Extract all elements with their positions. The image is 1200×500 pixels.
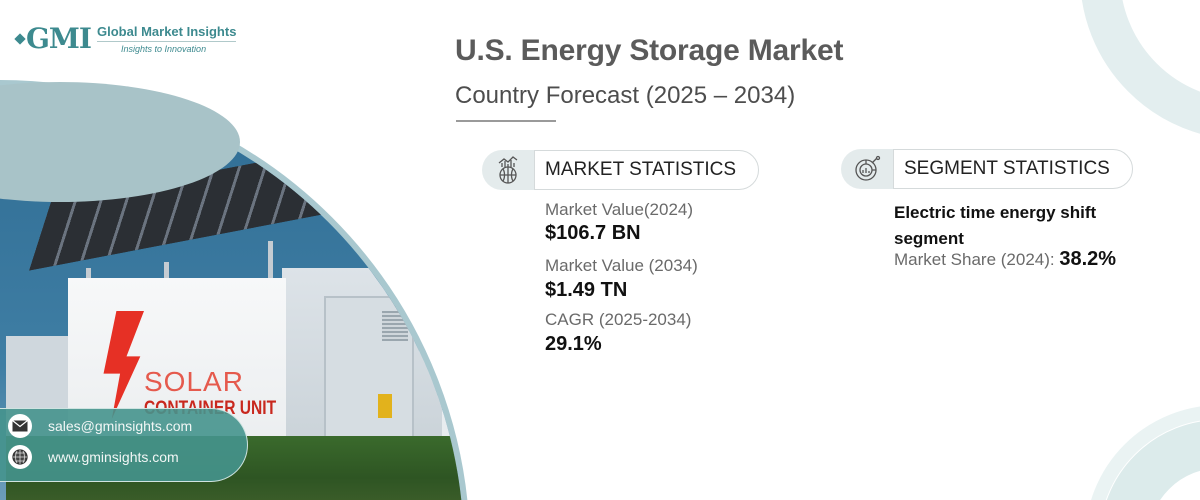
- globe-icon: [8, 445, 32, 469]
- segment-share-label: Market Share (2024):: [894, 250, 1055, 269]
- segment-statistics-title: SEGMENT STATISTICS: [893, 149, 1133, 189]
- segment-share: Market Share (2024): 38.2%: [894, 248, 1116, 271]
- market-statistics-title: MARKET STATISTICS: [534, 150, 760, 190]
- envelope-icon: [8, 414, 32, 438]
- brand-tagline: Insights to Innovation: [121, 43, 207, 54]
- contact-website-text[interactable]: www.gminsights.com: [48, 449, 179, 465]
- logo-text: Global Market Insights Insights to Innov…: [97, 24, 237, 54]
- container-vent: [382, 311, 408, 341]
- logo-diamond-icon: [14, 32, 26, 45]
- cagr-value: 29.1%: [545, 333, 602, 355]
- market-value-2024-label: Market Value(2024): [545, 200, 694, 219]
- brand-logo[interactable]: GMI Global Market Insights Insights to I…: [14, 22, 237, 55]
- chart-globe-icon: [482, 150, 534, 190]
- brand-name: Global Market Insights: [97, 24, 237, 42]
- solar-container-scene: SOLAR CONTAINER UNIT: [6, 86, 464, 500]
- title-divider: [456, 120, 556, 122]
- page-subtitle: Country Forecast (2025 – 2034): [455, 82, 796, 109]
- segment-statistics-header: SEGMENT STATISTICS: [841, 149, 1133, 189]
- decorative-arc-top: [1080, 0, 1200, 140]
- panel-post: [268, 241, 273, 281]
- logo-gmi-text: GMI: [26, 22, 92, 55]
- panel-post: [164, 262, 169, 288]
- market-value-2034-value: $1.49 TN: [545, 279, 628, 301]
- contact-bar: [0, 408, 248, 482]
- segment-chart-icon: [841, 149, 893, 189]
- market-statistics-header: MARKET STATISTICS: [482, 150, 760, 190]
- page-title: U.S. Energy Storage Market: [455, 34, 844, 67]
- market-value-2024-value: $106.7 BN: [545, 222, 641, 244]
- contact-email[interactable]: sales@gminsights.com: [8, 414, 192, 438]
- segment-name: Electric time energy shift segment: [894, 203, 1097, 248]
- container-text-solar: SOLAR: [144, 366, 244, 397]
- market-value-2034-label: Market Value (2034): [545, 256, 698, 275]
- contact-email-text[interactable]: sales@gminsights.com: [48, 418, 193, 434]
- segment-share-value: 38.2%: [1059, 248, 1117, 270]
- gmi-logo-mark: GMI: [14, 22, 92, 55]
- warning-label: [378, 394, 392, 418]
- contact-website[interactable]: www.gminsights.com: [8, 445, 179, 469]
- cagr-label: CAGR (2025-2034): [545, 310, 692, 329]
